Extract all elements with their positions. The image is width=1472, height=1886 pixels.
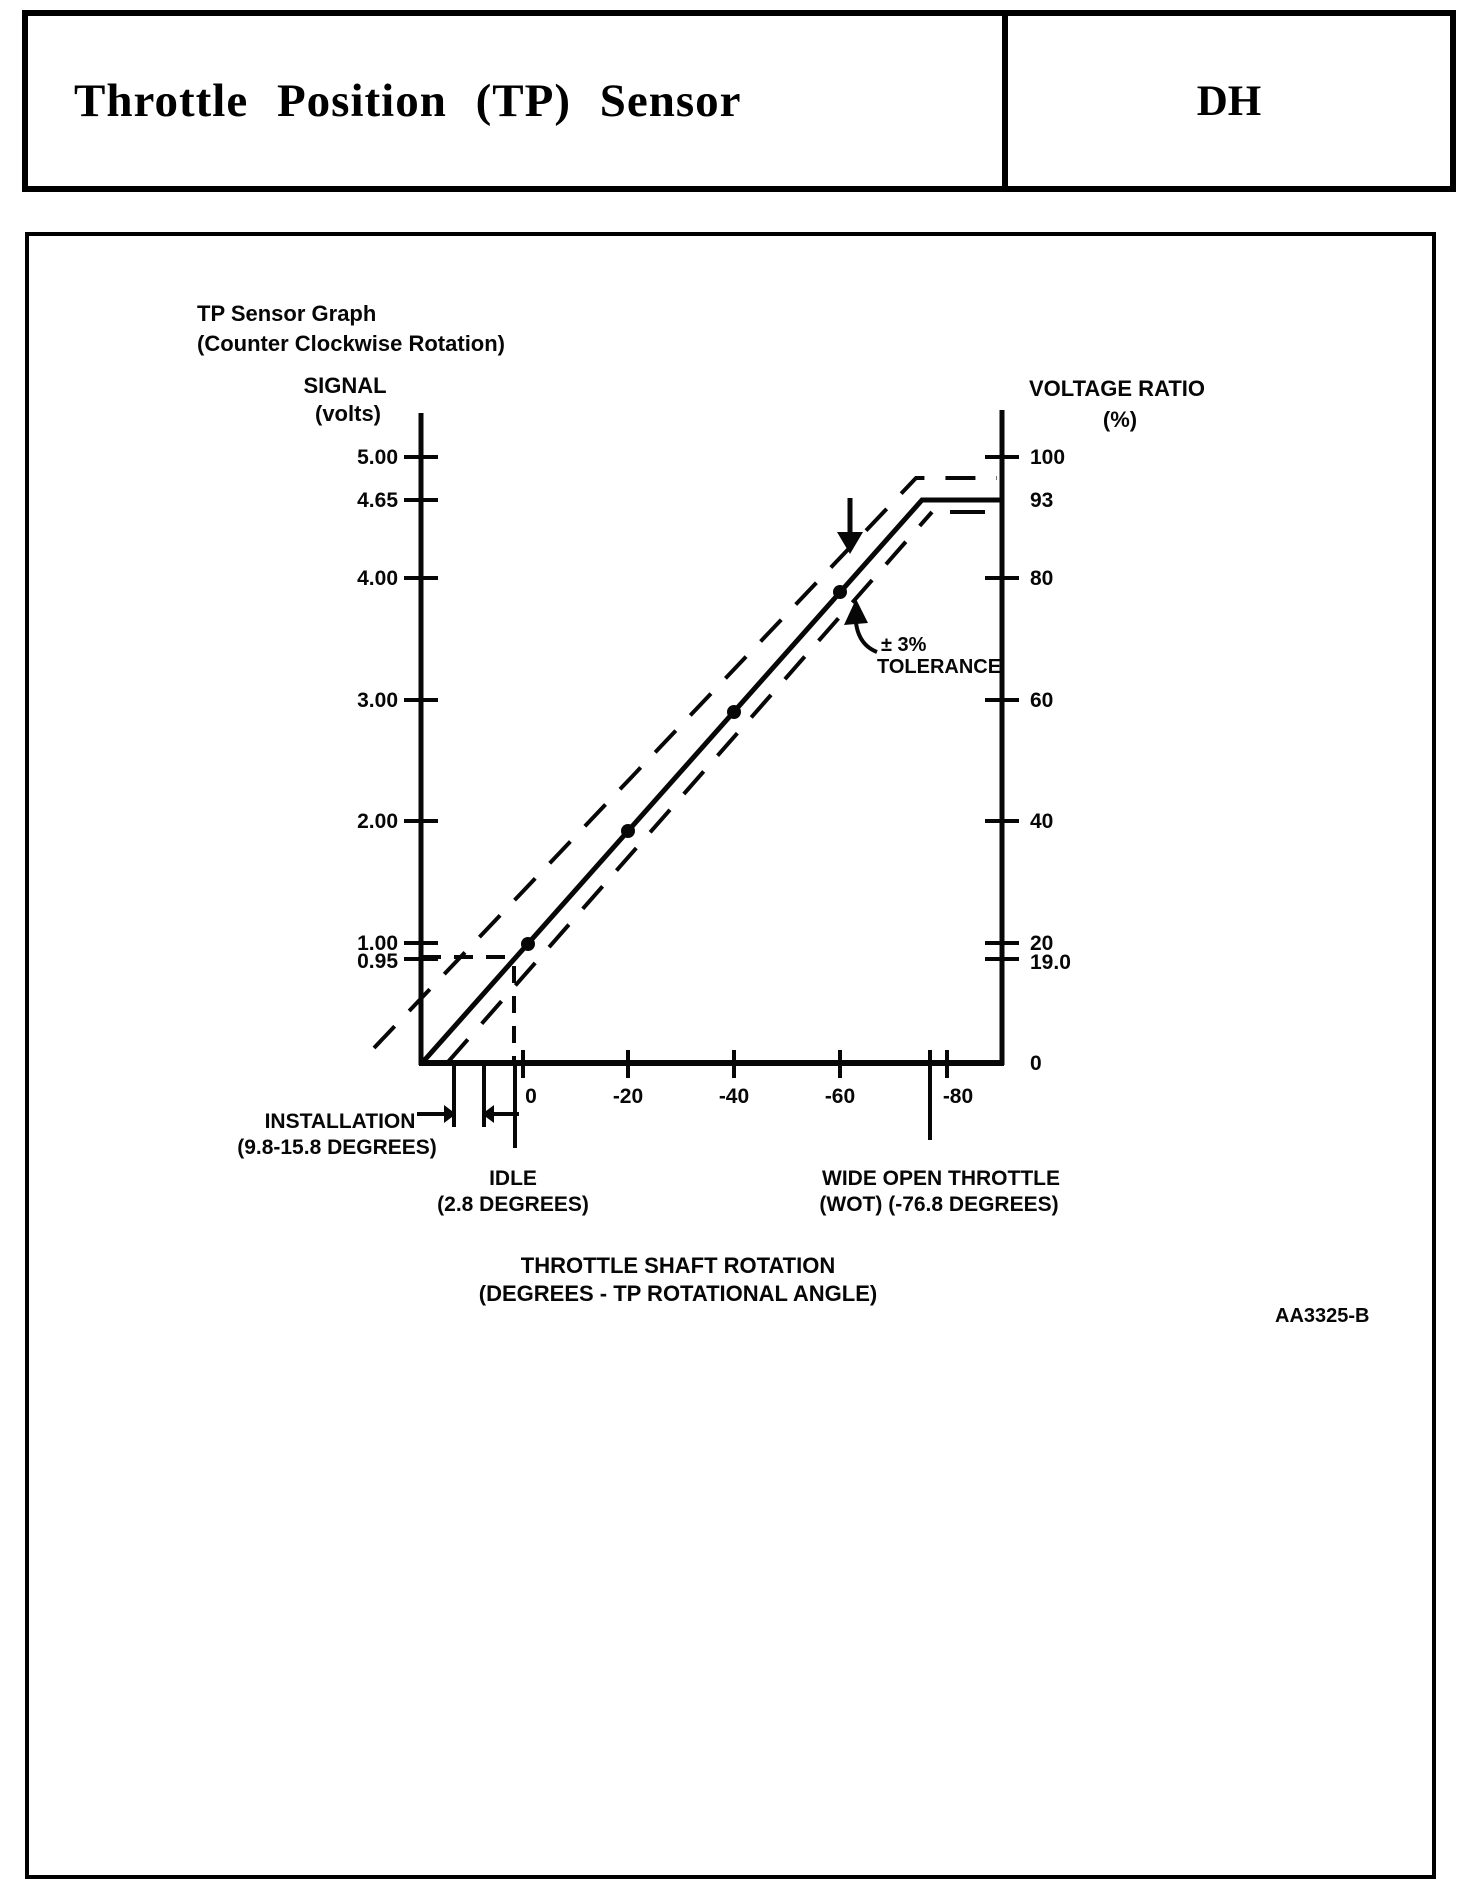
tick-label: 100: [1030, 446, 1065, 469]
section-code: DH: [1196, 77, 1262, 125]
right-axis-ticks: [985, 455, 1019, 961]
lower-tolerance-dashed-line: [446, 510, 934, 1064]
tick-label: 2.00: [357, 810, 398, 833]
up-arrow-shaft: [854, 622, 878, 654]
left-axis-title: SIGNAL: [303, 373, 386, 398]
idle-label-line2: (2.8 DEGREES): [437, 1193, 589, 1216]
header-box: Throttle Position (TP) Sensor DH: [22, 10, 1456, 192]
wot-label-line2: (WOT) (-76.8 DEGREES): [819, 1193, 1058, 1216]
tick-label: 4.00: [357, 567, 398, 590]
tick-label: -80: [943, 1085, 973, 1108]
tick-label: 5.00: [357, 446, 398, 469]
up-arrow-icon: [844, 599, 868, 625]
data-point-minus60: [833, 585, 847, 599]
idle-label-line1: IDLE: [489, 1167, 537, 1190]
tick-label: -60: [825, 1085, 855, 1108]
x-axis-tick-labels: 0 -20 -40 -60 -80: [525, 1085, 973, 1108]
data-point-minus40: [727, 705, 741, 719]
right-axis-units: (%): [1103, 407, 1137, 432]
data-point-minus20: [621, 824, 635, 838]
tick-label: 0: [1030, 1052, 1042, 1075]
installation-label-line2: (9.8-15.8 DEGREES): [237, 1136, 437, 1159]
wot-label-line1: WIDE OPEN THROTTLE: [822, 1167, 1060, 1190]
tick-label: -20: [613, 1085, 643, 1108]
figure-code: AA3325-B: [1275, 1305, 1369, 1327]
tick-label: -40: [719, 1085, 749, 1108]
left-axis-tick-labels: 5.00 4.65 4.00 3.00 2.00 1.00 0.95: [357, 446, 398, 973]
tick-label: 60: [1030, 689, 1053, 712]
right-axis-tick-labels: 100 93 80 60 40 20 19.0 0: [1030, 446, 1071, 1075]
curve-group: [372, 476, 1003, 1065]
signal-line: [420, 497, 1003, 1065]
chart-title: TP Sensor Graph: [197, 301, 376, 326]
upper-tolerance-dashed-line: [372, 476, 997, 1050]
tick-label: 40: [1030, 810, 1053, 833]
left-arrow-icon: [482, 1105, 494, 1123]
left-axis-units: (volts): [315, 401, 381, 426]
marker-lines: [452, 1050, 932, 1148]
tick-label: 4.65: [357, 489, 398, 512]
tick-label: 80: [1030, 567, 1053, 590]
tolerance-label-line1: ± 3%: [881, 634, 927, 656]
page-title: Throttle Position (TP) Sensor: [74, 75, 742, 127]
figure-frame: [25, 232, 1436, 1879]
right-axis-title: VOLTAGE RATIO: [1029, 376, 1205, 401]
chart-subtitle: (Counter Clockwise Rotation): [197, 331, 505, 356]
tick-label: 19.0: [1030, 951, 1071, 974]
x-axis-ticks: [521, 1050, 949, 1078]
tick-label: 93: [1030, 489, 1053, 512]
tick-label: 0: [525, 1085, 537, 1108]
tick-label: 20: [1030, 932, 1053, 955]
tick-label: 0.95: [357, 950, 398, 973]
header-title-cell: Throttle Position (TP) Sensor: [28, 16, 1002, 186]
tick-label: 1.00: [357, 932, 398, 955]
header-code-cell: DH: [1002, 16, 1450, 186]
arrows: [417, 498, 878, 1123]
installation-label-line1: INSTALLATION: [265, 1110, 416, 1133]
tick-label: 3.00: [357, 689, 398, 712]
down-arrow-icon: [837, 532, 863, 554]
x-axis-title-line1: THROTTLE SHAFT ROTATION: [521, 1253, 835, 1278]
data-point-idle: [521, 937, 535, 951]
x-axis-title-line2: (DEGREES - TP ROTATIONAL ANGLE): [479, 1281, 877, 1306]
right-arrow-icon: [444, 1105, 456, 1123]
tolerance-label-line2: TOLERANCE: [877, 656, 1001, 678]
